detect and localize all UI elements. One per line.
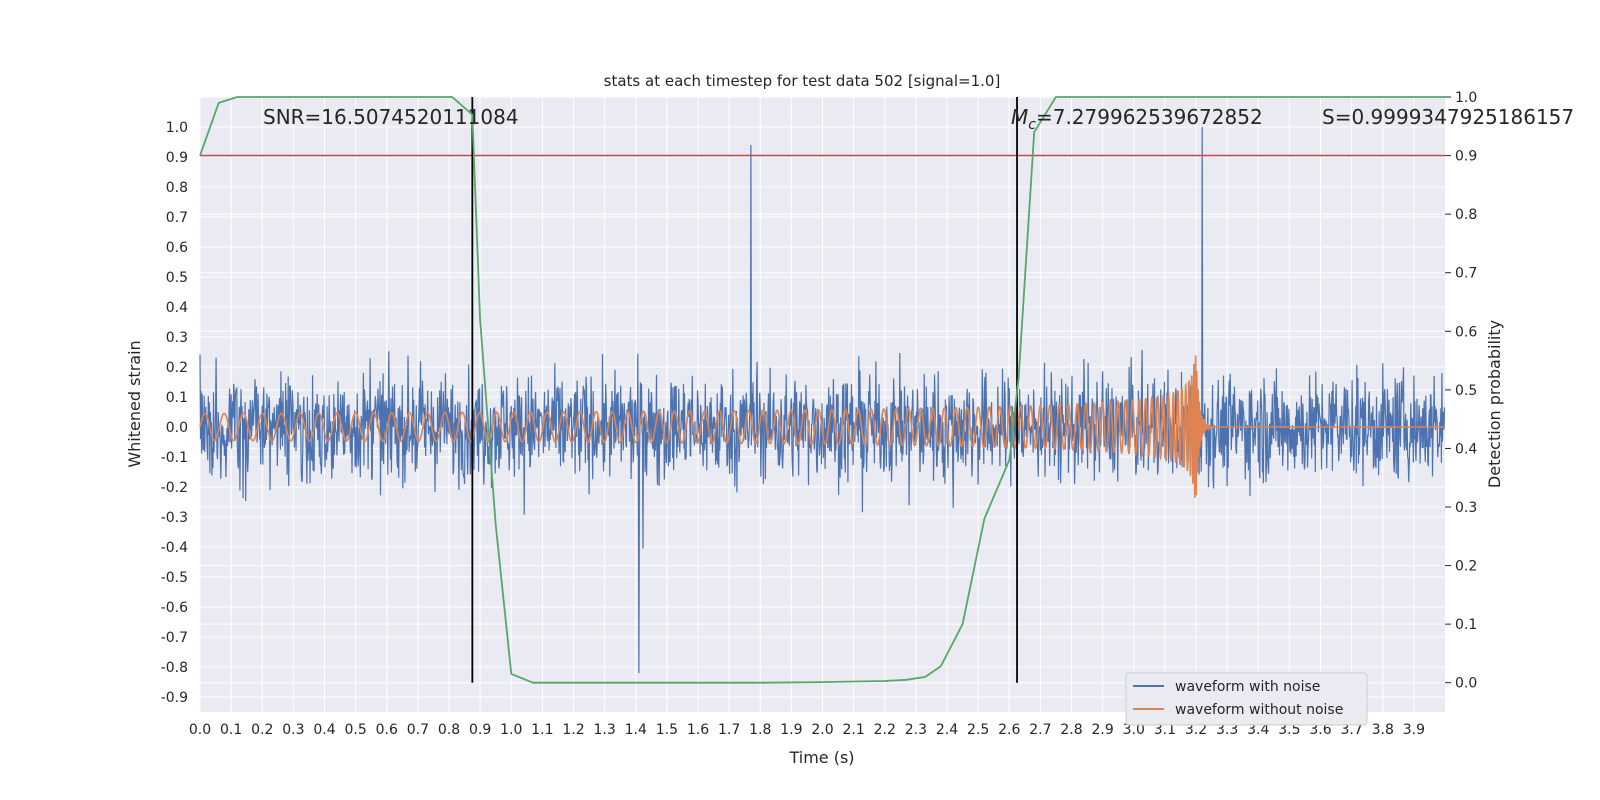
- chirp-mass-annotation: Mc=7.279962539672852: [1011, 105, 1263, 133]
- legend-box: [1125, 672, 1368, 726]
- x-tick-label: 0.8: [438, 722, 460, 738]
- chirp-mass-value: =7.279962539672852: [1036, 105, 1263, 129]
- x-tick-label: 3.6: [1309, 722, 1331, 738]
- x-tick-label: 3.0: [1123, 722, 1145, 738]
- chirp-mass-symbol: M: [1011, 105, 1028, 129]
- y-tick-label: 0.6: [166, 240, 188, 256]
- statistic-annotation: S=0.9999347925186157: [1322, 105, 1574, 129]
- x-tick-label: 3.1: [1154, 722, 1176, 738]
- x-tick-label: 3.4: [1247, 722, 1269, 738]
- y-tick-label: -0.6: [161, 600, 188, 616]
- y2-tick-labels: 1.0 0.9 0.8 0.7 0.6 0.5 0.4 0.3 0.2 0.1 0.0: [1445, 90, 1477, 692]
- y-tick-label: -0.4: [161, 540, 188, 556]
- x-tick-labels: 0.0 0.1 0.2 0.3 0.4 0.5 0.6 0.7 0.8 0.9 1.0 1.1 1.2 1…: [189, 722, 1425, 738]
- x-tick-label: 2.0: [811, 722, 833, 738]
- y-tick-label: 0.8: [166, 180, 188, 196]
- y2-tick-label: 0.1: [1455, 617, 1477, 633]
- y-tick-label: -0.2: [161, 480, 188, 496]
- x-tick-label: 2.7: [1029, 722, 1051, 738]
- y-tick-labels: 1.0 0.9 0.8 0.7 0.6 0.5 0.4 0.3 0.2 0.1 0.0 -0.1 -0.…: [161, 120, 188, 706]
- x-tick-label: 0.2: [251, 722, 273, 738]
- x-tick-label: 2.9: [1091, 722, 1113, 738]
- x-tick-label: 1.1: [531, 722, 553, 738]
- x-tick-label: 0.3: [282, 722, 304, 738]
- y2-tick-label: 0.2: [1455, 559, 1477, 575]
- y-tick-label: 1.0: [166, 120, 188, 136]
- y-tick-label: -0.5: [161, 570, 188, 586]
- series-detection-probability: [199, 96, 1445, 684]
- y-tick-label: 0.7: [166, 210, 188, 226]
- x-tick-label: 3.5: [1278, 722, 1300, 738]
- x-tick-label: 0.5: [344, 722, 366, 738]
- x-tick-label: 1.0: [500, 722, 522, 738]
- x-tick-label: 3.2: [1185, 722, 1207, 738]
- y2-tick-label: 0.3: [1455, 500, 1477, 516]
- y-tick-label: -0.3: [161, 510, 188, 526]
- x-tick-label: 2.2: [874, 722, 896, 738]
- x-tick-label: 2.6: [998, 722, 1020, 738]
- x-tick-label: 0.6: [376, 722, 398, 738]
- legend: waveform with noise waveform without noi…: [1125, 672, 1368, 726]
- x-tick-label: 2.5: [967, 722, 989, 738]
- legend-label-clean: waveform without noise: [1175, 702, 1343, 718]
- x-tick-label: 0.7: [407, 722, 429, 738]
- chart-title: stats at each timestep for test data 502…: [604, 72, 1001, 90]
- chirp-mass-subscript: c: [1028, 117, 1036, 133]
- y-tick-label: 0.3: [166, 330, 188, 346]
- x-tick-label: 1.8: [749, 722, 771, 738]
- x-tick-label: 0.1: [220, 722, 242, 738]
- y-tick-label: 0.5: [166, 270, 188, 286]
- y-tick-label: -0.7: [161, 630, 188, 646]
- series-waveform-with-noise: [199, 126, 1446, 674]
- y-tick-label: -0.1: [161, 450, 188, 466]
- x-tick-label: 1.7: [718, 722, 740, 738]
- y2-axis-label: Detection probability: [1485, 320, 1504, 488]
- y-tick-label: 0.9: [166, 150, 188, 166]
- y2-tick-label: 0.0: [1455, 676, 1477, 692]
- x-tick-label: 1.3: [593, 722, 615, 738]
- x-tick-label: 2.3: [905, 722, 927, 738]
- y-tick-label: -0.9: [161, 690, 188, 706]
- x-tick-label: 3.7: [1340, 722, 1362, 738]
- x-tick-label: 1.4: [625, 722, 647, 738]
- legend-label-noise: waveform with noise: [1175, 679, 1320, 695]
- x-tick-label: 3.3: [1216, 722, 1238, 738]
- x-tick-label: 2.1: [842, 722, 864, 738]
- x-tick-label: 0.0: [189, 722, 211, 738]
- y-tick-label: 0.0: [166, 420, 188, 436]
- y2-tick-label: 1.0: [1455, 90, 1477, 106]
- y2-tick-label: 0.8: [1455, 207, 1477, 223]
- y2-tick-label: 0.5: [1455, 383, 1477, 399]
- snr-annotation: SNR=16.5074520111084: [263, 105, 519, 129]
- y-tick-label: 0.1: [166, 390, 188, 406]
- noise-waveform-line: [199, 126, 1446, 674]
- series-waveform-without-noise: [199, 355, 1445, 498]
- y2-tick-label: 0.6: [1455, 324, 1477, 340]
- x-tick-label: 0.4: [313, 722, 335, 738]
- y2-tick-label: 0.4: [1455, 441, 1477, 457]
- x-tick-label: 2.4: [936, 722, 958, 738]
- x-tick-label: 1.5: [656, 722, 678, 738]
- y-axis-label: Whitened strain: [125, 340, 144, 467]
- x-tick-label: 2.8: [1060, 722, 1082, 738]
- x-tick-label: 1.6: [687, 722, 709, 738]
- clean-waveform-line: [199, 355, 1445, 498]
- y2-tick-label: 0.9: [1455, 149, 1477, 165]
- y-tick-label: 0.2: [166, 360, 188, 376]
- y-tick-label: 0.4: [166, 300, 188, 316]
- x-tick-label: 1.9: [780, 722, 802, 738]
- x-tick-label: 3.8: [1372, 722, 1394, 738]
- x-tick-label: 3.9: [1403, 722, 1425, 738]
- detection-probability-line: [199, 96, 1445, 684]
- y-tick-label: -0.8: [161, 660, 188, 676]
- y2-tick-label: 0.7: [1455, 266, 1477, 282]
- x-axis-label: Time (s): [788, 748, 854, 767]
- x-tick-label: 0.9: [469, 722, 491, 738]
- x-tick-label: 1.2: [562, 722, 584, 738]
